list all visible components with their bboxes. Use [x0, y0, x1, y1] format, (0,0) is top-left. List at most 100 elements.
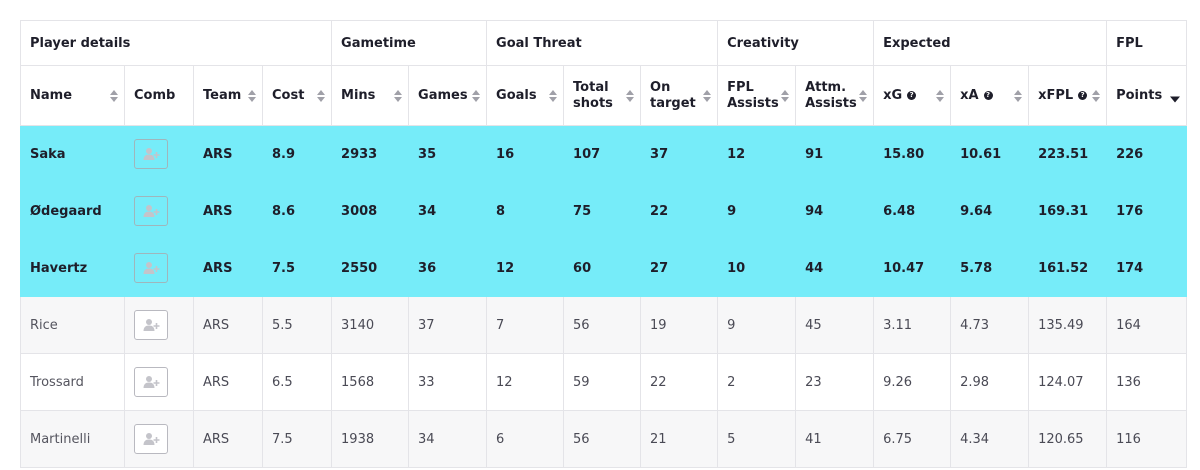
xg-cell: 3.11: [873, 296, 952, 354]
mins-cell: 3140: [331, 296, 410, 354]
attm-assists-cell: 44: [795, 239, 875, 297]
sort-icon[interactable]: [110, 89, 118, 102]
goals-cell: 12: [486, 239, 565, 297]
attm-assists-cell: 41: [795, 410, 875, 468]
col-label-xfpl: xFPL: [1038, 87, 1074, 103]
sort-icon[interactable]: [781, 89, 790, 102]
cost-cell: 8.6: [261, 182, 333, 240]
on-target-cell: 19: [640, 296, 719, 354]
add-to-comb-button[interactable]: [134, 253, 168, 283]
col-label-comb: Comb: [134, 87, 176, 103]
col-label-goals: Goals: [496, 87, 537, 103]
col-header-points[interactable]: Points: [1106, 65, 1188, 126]
table-row: Trossard ARS 6.5 1568 33 12 59 22 2 23 9…: [20, 353, 1188, 411]
col-header-total-shots[interactable]: Total shots: [563, 65, 642, 126]
table-row: Saka ARS 8.9 2933 35 16 107 37 12 91 15.…: [20, 125, 1188, 183]
sort-icon[interactable]: [859, 89, 868, 102]
sort-icon[interactable]: [248, 89, 256, 102]
col-header-cost[interactable]: Cost: [261, 65, 333, 126]
help-icon[interactable]: ?: [1078, 90, 1088, 100]
group-fpl: FPL: [1106, 20, 1188, 66]
col-label-on-target: On target: [650, 79, 696, 111]
comb-cell: [124, 182, 194, 240]
col-header-goals[interactable]: Goals: [486, 65, 565, 126]
total-shots-cell: 107: [563, 125, 642, 183]
xfpl-cell: 120.65: [1028, 410, 1108, 468]
add-to-comb-button[interactable]: [134, 139, 168, 169]
on-target-cell: 37: [640, 125, 719, 183]
add-player-icon: [143, 433, 160, 445]
add-player-icon: [143, 319, 160, 331]
sort-icon[interactable]: [549, 89, 558, 102]
player-name[interactable]: Havertz: [20, 239, 125, 297]
sort-icon[interactable]: [936, 89, 945, 102]
on-target-cell: 22: [640, 182, 719, 240]
attm-assists-cell: 91: [795, 125, 875, 183]
player-name[interactable]: Trossard: [20, 353, 125, 411]
team-cell: ARS: [193, 125, 263, 183]
player-name[interactable]: Rice: [20, 296, 125, 354]
total-shots-cell: 59: [563, 353, 642, 411]
col-header-team[interactable]: Team: [193, 65, 263, 126]
help-icon[interactable]: ?: [983, 90, 993, 100]
sort-icon[interactable]: [703, 89, 712, 102]
add-to-comb-button[interactable]: [134, 310, 168, 340]
add-to-comb-button[interactable]: [134, 424, 168, 454]
col-header-games[interactable]: Games: [408, 65, 488, 126]
points-cell: 176: [1106, 182, 1188, 240]
cost-cell: 7.5: [261, 410, 333, 468]
add-to-comb-button[interactable]: [134, 367, 168, 397]
column-header-row: Name Comb Team Cost Mins Games Goals Tot…: [20, 65, 1188, 126]
col-header-attm-assists[interactable]: Attm. Assists: [795, 65, 875, 126]
goals-cell: 8: [486, 182, 565, 240]
col-label-xa: xA: [960, 87, 979, 103]
xa-cell: 2.98: [950, 353, 1030, 411]
total-shots-cell: 56: [563, 296, 642, 354]
col-header-name[interactable]: Name: [20, 65, 125, 126]
sort-icon[interactable]: [472, 89, 481, 102]
mins-cell: 2550: [331, 239, 410, 297]
group-goal-threat: Goal Threat: [486, 20, 719, 66]
player-name[interactable]: Ødegaard: [20, 182, 125, 240]
xg-cell: 9.26: [873, 353, 952, 411]
games-cell: 36: [408, 239, 488, 297]
games-cell: 35: [408, 125, 488, 183]
comb-cell: [124, 353, 194, 411]
xfpl-cell: 124.07: [1028, 353, 1108, 411]
team-cell: ARS: [193, 182, 263, 240]
mins-cell: 2933: [331, 125, 410, 183]
table-row: Rice ARS 5.5 3140 37 7 56 19 9 45 3.11 4…: [20, 296, 1188, 354]
col-header-xfpl[interactable]: xFPL?: [1028, 65, 1108, 126]
col-header-xa[interactable]: xA?: [950, 65, 1030, 126]
on-target-cell: 22: [640, 353, 719, 411]
sort-icon[interactable]: [394, 89, 403, 102]
sort-icon[interactable]: [626, 89, 635, 102]
comb-cell: [124, 239, 194, 297]
xfpl-cell: 135.49: [1028, 296, 1108, 354]
col-label-cost: Cost: [272, 87, 305, 103]
player-name[interactable]: Saka: [20, 125, 125, 183]
col-header-fpl-assists[interactable]: FPL Assists: [717, 65, 797, 126]
points-cell: 226: [1106, 125, 1188, 183]
fpl-assists-cell: 9: [717, 296, 797, 354]
comb-cell: [124, 296, 194, 354]
fpl-assists-cell: 5: [717, 410, 797, 468]
cost-cell: 6.5: [261, 353, 333, 411]
col-header-xg[interactable]: xG?: [873, 65, 952, 126]
help-icon[interactable]: ?: [907, 90, 917, 100]
sort-desc-icon[interactable]: [1170, 89, 1181, 102]
player-name[interactable]: Martinelli: [20, 410, 125, 468]
xfpl-cell: 169.31: [1028, 182, 1108, 240]
add-player-icon: [143, 205, 160, 217]
sort-icon[interactable]: [1092, 89, 1101, 102]
group-gametime: Gametime: [331, 20, 488, 66]
team-cell: ARS: [193, 410, 263, 468]
col-header-mins[interactable]: Mins: [331, 65, 410, 126]
sort-icon[interactable]: [1014, 89, 1023, 102]
col-label-team: Team: [203, 87, 242, 103]
col-header-on-target[interactable]: On target: [640, 65, 719, 126]
sort-icon[interactable]: [317, 89, 326, 102]
games-cell: 34: [408, 410, 488, 468]
col-label-points: Points: [1116, 87, 1163, 103]
add-to-comb-button[interactable]: [134, 196, 168, 226]
